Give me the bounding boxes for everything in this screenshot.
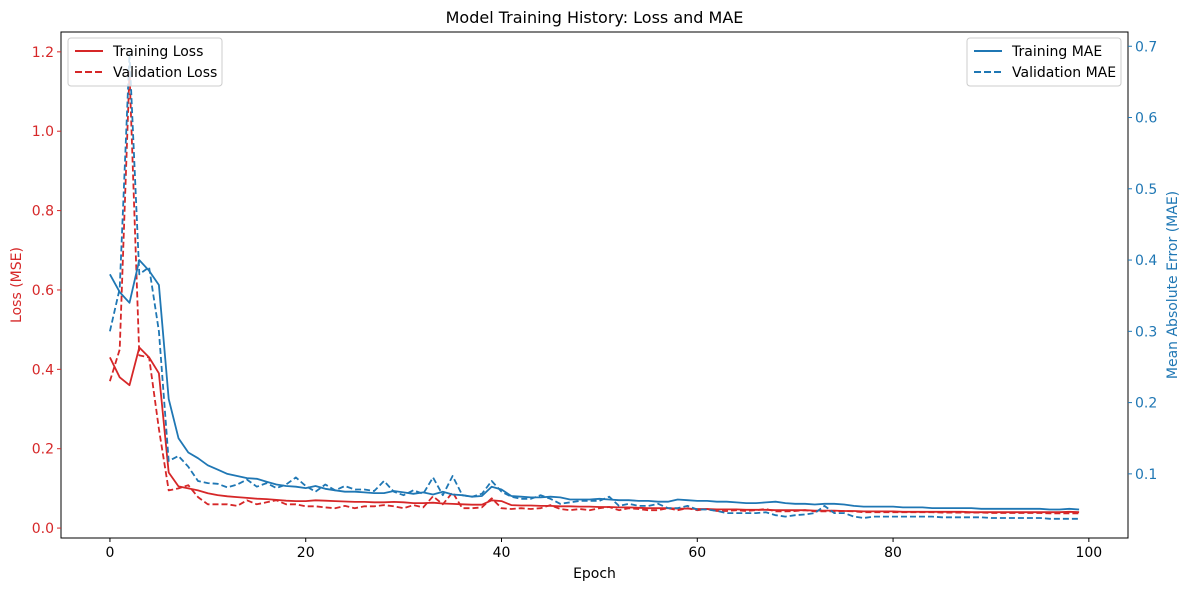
y-left-tick-label: 0.8 [32,204,54,220]
y-right-tick-label: 0.2 [1135,396,1157,412]
legend-training-mae-label: Training MAE [1011,44,1102,60]
series-validation-loss-line [109,70,1080,515]
series-training-mae-line [109,259,1080,511]
series-validation-mae-line [109,52,1080,520]
legend-training-loss-label: Training Loss [112,44,203,60]
y-left-tick-label: 1.2 [32,45,54,61]
y-axis-left-label: Loss (MSE) [9,247,25,323]
x-tick-label: 40 [493,545,511,561]
y-right-tick-label: 0.4 [1135,253,1157,269]
x-tick-label: 100 [1075,545,1102,561]
legend-validation-mae-label: Validation MAE [1012,65,1116,81]
legend-left: Training Loss Validation Loss [67,37,223,87]
legend-right: Training MAE Validation MAE [966,37,1122,87]
chart-title: Model Training History: Loss and MAE [446,8,744,27]
y-left-tick-label: 0.4 [32,362,54,378]
series-layer [109,52,1080,520]
x-tick-label: 20 [297,545,315,561]
y-right-tick-label: 0.7 [1135,39,1157,55]
axes-layer: 0 20 40 60 80 100 0.0 0.2 0.4 0.6 0.8 1.0 1.2 0.1 0.2 0… [32,31,1157,561]
y-right-tick-label: 0.3 [1135,324,1157,340]
legend-right-frame [966,37,1122,87]
x-tick-label: 60 [688,545,706,561]
legend-left-frame [67,37,223,87]
y-axis-right-label: Mean Absolute Error (MAE) [1165,191,1181,379]
y-right-tick-label: 0.5 [1135,182,1157,198]
x-tick-label: 0 [105,545,114,561]
series-training-loss-line [109,346,1080,514]
x-tick-label: 80 [884,545,902,561]
y-left-tick-label: 1.0 [32,124,54,140]
y-left-tick-label: 0.2 [32,442,54,458]
y-left-tick-label: 0.0 [32,521,54,537]
x-axis-label: Epoch [573,566,616,582]
plot-frame [60,31,1129,539]
y-right-tick-label: 0.6 [1135,111,1157,127]
legend-validation-loss-label: Validation Loss [113,65,217,81]
y-right-tick-label: 0.1 [1135,467,1157,483]
y-left-tick-label: 0.6 [32,283,54,299]
